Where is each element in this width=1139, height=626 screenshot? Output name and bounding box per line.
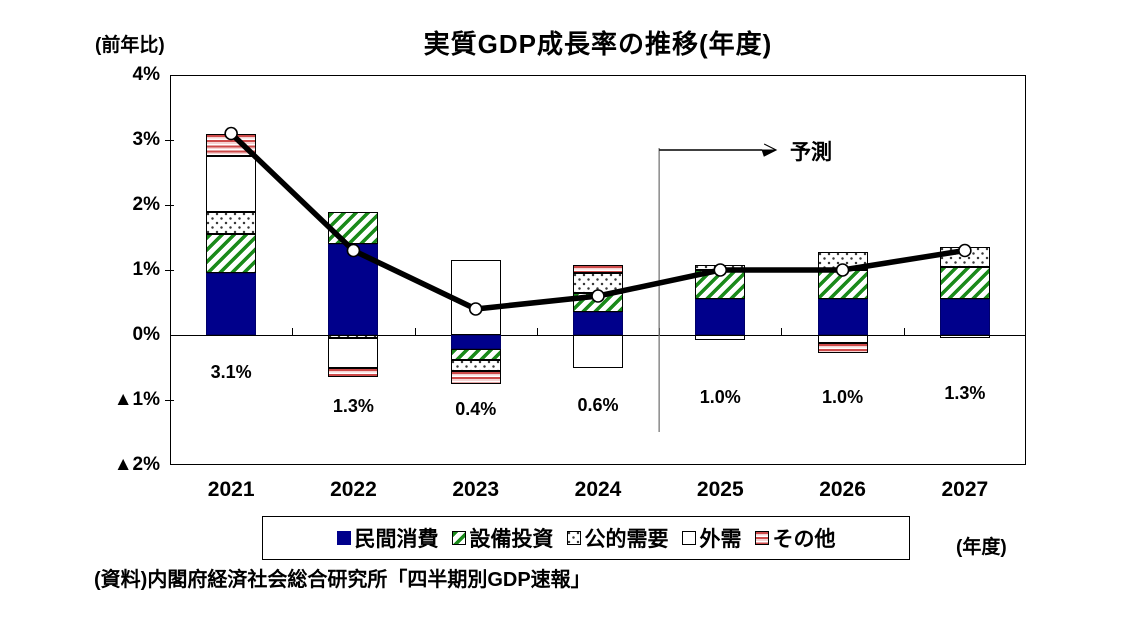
legend-swatch-external-icon bbox=[681, 531, 696, 545]
legend-swatch-consumption-icon bbox=[336, 531, 351, 545]
x-axis-label-2025: 2025 bbox=[696, 478, 744, 501]
bar-segment-consumption-2021 bbox=[206, 273, 257, 335]
x-axis-label-2022: 2022 bbox=[330, 478, 377, 501]
bar-segment-external-2021 bbox=[206, 156, 257, 212]
bar-segment-public-2022 bbox=[328, 335, 379, 339]
legend-item-public: 公的需要 bbox=[566, 523, 669, 553]
bar-segment-public-2026 bbox=[817, 252, 868, 270]
bar-segment-consumption-2026 bbox=[817, 299, 868, 335]
forecast-annotation-label: 予測 bbox=[790, 141, 832, 164]
data-label-2025: 1.0% bbox=[699, 387, 741, 407]
bar-segment-other-2023 bbox=[450, 371, 501, 384]
y-tick-mark bbox=[165, 400, 174, 401]
bar-segment-external-2027 bbox=[939, 335, 990, 339]
bar-segment-external-2024 bbox=[573, 335, 623, 368]
y-tick-label: 3% bbox=[132, 129, 160, 150]
bar-segment-public-2027 bbox=[939, 247, 990, 267]
y-tick-label: ▲2% bbox=[113, 454, 160, 475]
legend-item-external: 外需 bbox=[681, 523, 742, 553]
legend-item-other: その他 bbox=[754, 523, 836, 553]
x-tick-mark bbox=[659, 328, 661, 335]
bar-segment-capex-2021 bbox=[206, 234, 257, 274]
data-label-2022: 1.3% bbox=[332, 396, 374, 416]
legend-swatch-other-icon bbox=[754, 531, 769, 545]
legend-item-consumption: 民間消費 bbox=[336, 523, 439, 553]
x-axis-label-2026: 2026 bbox=[819, 478, 866, 501]
bar-segment-consumption-2025 bbox=[695, 299, 746, 335]
chart-title: 実質GDP成長率の推移(年度) bbox=[423, 29, 773, 59]
bar-segment-other-2022 bbox=[328, 367, 379, 378]
legend-label-external: 外需 bbox=[699, 528, 742, 551]
bar-segment-external-2022 bbox=[328, 338, 379, 368]
bar-segment-consumption-2022 bbox=[328, 244, 379, 335]
bar-segment-capex-2022 bbox=[328, 211, 379, 244]
source-note: (資料)内閣府経済社会総合研究所「四半期別GDP速報」 bbox=[94, 569, 591, 591]
bar-segment-capex-2024 bbox=[573, 292, 623, 313]
x-axis-label-2024: 2024 bbox=[574, 478, 622, 501]
bar-segment-public-2021 bbox=[206, 211, 257, 235]
bar-segment-capex-2027 bbox=[939, 266, 990, 300]
bar-segment-external-2025 bbox=[695, 335, 746, 341]
bar-segment-capex-2023 bbox=[450, 349, 501, 360]
bar-segment-other-2026 bbox=[817, 342, 868, 353]
legend-swatch-public-icon bbox=[566, 531, 581, 545]
data-label-2024: 0.6% bbox=[577, 395, 619, 415]
bar-segment-other-2021 bbox=[206, 133, 257, 157]
data-label-2026: 1.0% bbox=[822, 387, 864, 407]
legend-label-consumption: 民間消費 bbox=[354, 528, 439, 551]
x-tick-mark bbox=[903, 328, 905, 335]
x-tick-mark bbox=[292, 328, 294, 335]
y-axis-unit-label: (前年比) bbox=[95, 35, 165, 56]
y-tick-label: 1% bbox=[132, 259, 160, 280]
x-axis-label-2027: 2027 bbox=[941, 478, 989, 501]
legend-label-public: 公的需要 bbox=[584, 528, 669, 551]
bar-segment-consumption-2023 bbox=[450, 335, 501, 350]
x-axis-label-2023: 2023 bbox=[452, 478, 500, 501]
bar-segment-capex-2025 bbox=[695, 270, 746, 300]
x-axis-label-2021: 2021 bbox=[207, 478, 255, 501]
y-tick-mark bbox=[165, 205, 174, 206]
bar-segment-external-2023 bbox=[450, 260, 501, 335]
y-tick-label: 4% bbox=[132, 64, 160, 85]
y-tick-label: 0% bbox=[132, 324, 160, 345]
bar-segment-consumption-2024 bbox=[573, 312, 623, 335]
legend-swatch-capex-icon bbox=[451, 531, 466, 545]
x-axis-unit-label: (年度) bbox=[956, 537, 1007, 558]
x-tick-mark bbox=[414, 328, 416, 335]
bar-segment-consumption-2027 bbox=[939, 299, 990, 335]
bar-segment-public-2024 bbox=[573, 273, 623, 293]
data-label-2027: 1.3% bbox=[944, 383, 986, 403]
bar-segment-external-2026 bbox=[817, 335, 868, 343]
bar-segment-capex-2026 bbox=[817, 270, 868, 300]
bar-segment-public-2023 bbox=[450, 359, 501, 372]
y-tick-label: ▲1% bbox=[113, 389, 160, 410]
y-tick-mark bbox=[165, 270, 174, 271]
chart-legend: 民間消費 設備投資 公的需要 外需 その他 bbox=[262, 516, 910, 560]
data-label-2023: 0.4% bbox=[455, 399, 497, 419]
legend-label-capex: 設備投資 bbox=[469, 528, 554, 551]
x-tick-mark bbox=[536, 328, 538, 335]
x-tick-mark bbox=[781, 328, 783, 335]
y-tick-label: 2% bbox=[132, 194, 160, 215]
bar-segment-other-2024 bbox=[573, 265, 623, 274]
data-label-2021: 3.1% bbox=[210, 362, 252, 382]
bar-segment-public-2025 bbox=[695, 264, 746, 270]
legend-label-other: その他 bbox=[772, 528, 836, 551]
y-tick-mark bbox=[165, 140, 174, 141]
legend-item-capex: 設備投資 bbox=[451, 523, 554, 553]
